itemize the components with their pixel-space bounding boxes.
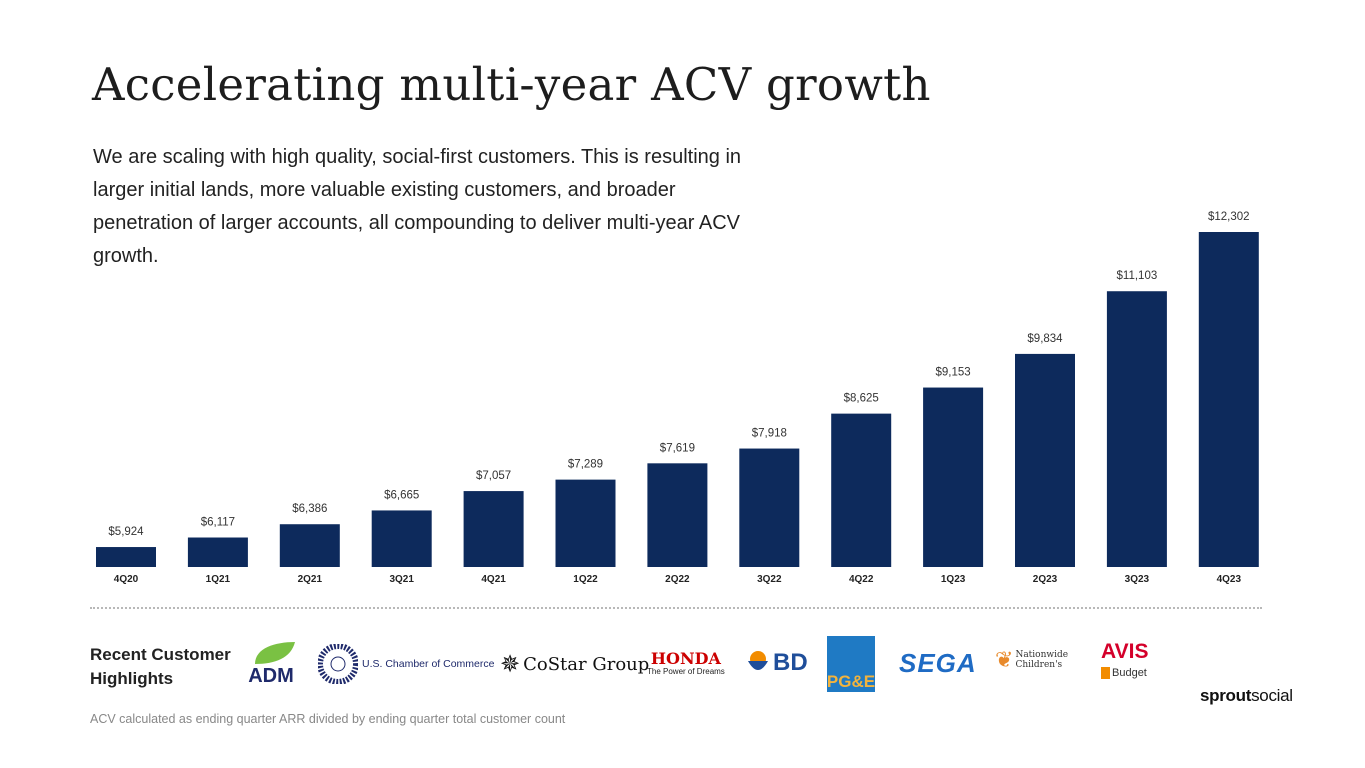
data-label: $8,625 xyxy=(844,393,879,405)
bar-4Q21 xyxy=(463,491,524,567)
x-tick-label: 4Q20 xyxy=(114,574,139,585)
bar-1Q21 xyxy=(187,537,248,567)
logo-us-chamber: U.S. Chamber of Commerce xyxy=(318,644,494,684)
data-label: $7,289 xyxy=(568,459,603,471)
bar-chart: $5,924 4Q20 $6,117 1Q21 $6,386 2Q21 $6,665 3Q21… xyxy=(96,211,1259,585)
bar-4Q20 xyxy=(96,547,156,567)
data-label: $6,665 xyxy=(384,489,419,501)
footnote: ACV calculated as ending quarter ARR div… xyxy=(90,712,566,726)
x-tick-label: 3Q21 xyxy=(389,574,414,585)
highlights-label: Recent Customer Highlights xyxy=(90,645,231,688)
logo-nationwide-childrens: ❦ Nationwide Children's xyxy=(995,647,1069,672)
bar-2Q21 xyxy=(279,524,340,567)
data-label: $7,918 xyxy=(752,428,787,440)
x-tick-label: 4Q23 xyxy=(1217,574,1242,585)
bar-3Q22 xyxy=(739,448,800,567)
data-label: $12,302 xyxy=(1208,211,1250,223)
bar-1Q23 xyxy=(923,387,984,567)
bar-2Q22 xyxy=(647,463,708,567)
bar-3Q23 xyxy=(1106,291,1167,567)
x-tick-label: 3Q22 xyxy=(757,574,782,585)
bar-4Q23 xyxy=(1198,232,1259,567)
data-label: $11,103 xyxy=(1117,270,1158,282)
data-label: $7,057 xyxy=(476,470,511,482)
x-tick-label: 2Q21 xyxy=(298,574,323,585)
data-label: $5,924 xyxy=(108,526,144,538)
butterfly-icon: ❦ xyxy=(995,647,1014,672)
x-tick-label: 2Q22 xyxy=(665,574,690,585)
adm-leaf-icon xyxy=(255,642,295,664)
logo-bd: BD xyxy=(745,649,808,677)
x-tick-label: 1Q23 xyxy=(941,574,966,585)
x-tick-label: 3Q23 xyxy=(1125,574,1150,585)
data-label: $7,619 xyxy=(660,442,695,454)
bar-3Q21 xyxy=(371,510,432,567)
data-label: $9,153 xyxy=(936,367,971,379)
data-label: $6,117 xyxy=(201,517,235,529)
logo-costar: ✵ CoStar Group xyxy=(500,651,650,678)
page-title: Accelerating multi-year ACV growth xyxy=(92,58,931,111)
logo-sega: SEGA xyxy=(899,648,977,678)
brand-logo: sproutsocial xyxy=(1200,686,1293,705)
x-tick-label: 1Q21 xyxy=(206,574,231,585)
data-label: $9,834 xyxy=(1027,333,1063,345)
logo-honda: HONDA The Power of Dreams xyxy=(647,649,725,676)
subtitle: We are scaling with high quality, social… xyxy=(93,146,742,267)
x-tick-label: 1Q22 xyxy=(573,574,598,585)
divider xyxy=(90,607,1262,609)
logo-pge: PG&E xyxy=(827,636,875,692)
bd-sun-icon xyxy=(748,651,768,670)
x-tick-label: 2Q23 xyxy=(1033,574,1058,585)
x-tick-label: 4Q22 xyxy=(849,574,874,585)
bar-4Q22 xyxy=(831,413,892,567)
logo-adm: ADM xyxy=(245,640,297,686)
data-label: $6,386 xyxy=(292,503,327,515)
logo-avis-budget: AVIS Budget xyxy=(1101,640,1149,679)
bar-1Q22 xyxy=(555,479,616,567)
bar-2Q23 xyxy=(1015,353,1075,567)
x-tick-label: 4Q21 xyxy=(481,574,506,585)
costar-star-icon: ✵ xyxy=(500,651,521,678)
chamber-seal-icon xyxy=(318,644,358,684)
